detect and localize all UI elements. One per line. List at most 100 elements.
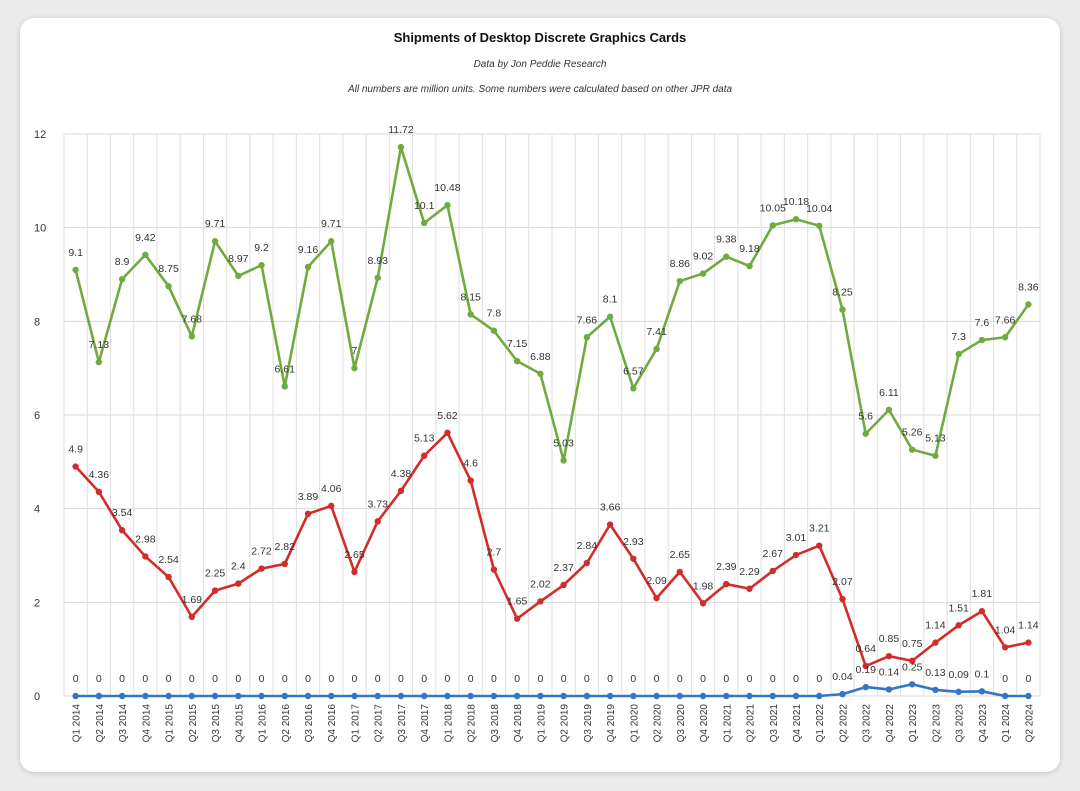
data-label: 0	[561, 673, 567, 685]
x-tick-label: Q2 2023	[931, 704, 942, 743]
data-label: 0	[816, 673, 822, 685]
x-tick-label: Q2 2022	[838, 704, 849, 743]
data-label: 0.64	[855, 643, 876, 655]
x-tick-label: Q4 2021	[792, 704, 803, 743]
data-point	[420, 692, 428, 700]
data-label: 2.82	[275, 541, 296, 553]
data-label: 2.4	[231, 561, 246, 573]
data-label: 8.75	[158, 263, 179, 275]
x-tick-label: Q3 2015	[211, 704, 222, 743]
data-point	[211, 692, 219, 700]
data-label: 0	[770, 673, 776, 685]
data-label: 8.86	[670, 258, 691, 270]
x-tick-label: Q2 2014	[95, 704, 106, 743]
x-tick-label: Q1 2024	[1001, 704, 1012, 743]
data-label: 8.15	[460, 291, 481, 303]
x-tick-label: Q4 2017	[420, 704, 431, 743]
data-label: 0	[305, 673, 311, 685]
x-tick-label: Q2 2015	[188, 704, 199, 743]
data-label: 9.18	[739, 243, 760, 255]
data-point	[165, 283, 172, 290]
data-label: 4.9	[68, 444, 83, 456]
data-point	[72, 266, 79, 274]
x-tick-label: Q2 2018	[467, 704, 478, 743]
data-label: 0	[793, 673, 799, 685]
x-tick-label: Q3 2016	[304, 704, 315, 743]
data-label: 0	[259, 673, 265, 685]
data-label: 7.8	[487, 308, 502, 320]
x-tick-label: Q3 2023	[955, 704, 966, 743]
x-tick-label: Q1 2016	[258, 704, 269, 743]
data-label: 0	[445, 673, 451, 685]
x-tick-label: Q1 2014	[72, 704, 83, 743]
data-point	[211, 587, 219, 594]
data-label: 1.14	[1018, 620, 1039, 632]
data-point	[653, 594, 660, 602]
data-point	[908, 681, 916, 688]
data-label: 0.14	[879, 666, 900, 678]
x-tick-label: Q3 2017	[397, 704, 408, 743]
data-point	[583, 559, 591, 567]
x-tick-label: Q3 2021	[769, 704, 780, 743]
data-label: 2.93	[623, 536, 644, 548]
data-point	[397, 692, 405, 700]
data-point	[955, 688, 962, 695]
data-point	[885, 686, 893, 693]
data-point	[862, 683, 869, 691]
data-point	[118, 275, 126, 283]
data-point	[816, 542, 823, 549]
data-label: 0	[723, 673, 729, 685]
data-label: 7.13	[89, 339, 110, 351]
x-tick-label: Q1 2023	[908, 704, 919, 743]
data-label: 3.01	[786, 532, 807, 544]
data-label: 0	[375, 673, 381, 685]
data-point	[72, 692, 79, 700]
data-label: 2.65	[344, 549, 365, 561]
x-tick-label: Q1 2019	[536, 704, 547, 743]
data-label: 1.14	[925, 620, 946, 632]
data-point	[932, 452, 939, 459]
data-point	[188, 333, 196, 340]
series-line	[74, 145, 1030, 462]
data-label: 0	[654, 673, 660, 685]
data-point	[746, 262, 753, 270]
data-label: 7	[352, 345, 358, 357]
data-label: 11.72	[388, 124, 414, 136]
data-point	[95, 358, 103, 366]
series-line	[74, 682, 1030, 698]
data-point	[816, 222, 823, 229]
data-point	[95, 488, 103, 496]
data-label: 5.03	[553, 437, 574, 449]
data-point	[397, 143, 405, 151]
x-tick-label: Q4 2023	[978, 704, 989, 743]
x-tick-label: Q2 2019	[560, 704, 571, 743]
data-point	[444, 429, 451, 436]
data-label: 0.04	[832, 671, 853, 683]
data-point	[630, 555, 637, 562]
data-label: 2.67	[763, 548, 784, 560]
data-point	[1001, 334, 1009, 341]
data-label: 4.6	[463, 458, 478, 470]
data-point	[513, 692, 521, 700]
data-point	[374, 692, 381, 700]
data-point	[746, 585, 753, 592]
data-label: 3.73	[367, 498, 388, 510]
line-chart: 0 2 4 6 8 10 12 Q1 2014 Q2 2014 Q3 2014 Q4 2014 Q1 …	[34, 124, 1041, 743]
x-tick-label: Q1 2015	[165, 704, 176, 743]
data-label: 0	[96, 673, 102, 685]
data-label: 10.18	[783, 196, 809, 208]
data-point	[699, 270, 707, 277]
data-label: 6.61	[275, 363, 296, 375]
data-point	[444, 692, 451, 700]
data-point	[792, 692, 800, 700]
x-tick-label: Q1 2021	[722, 704, 733, 743]
data-label: 8.25	[832, 287, 853, 299]
data-label: 2.25	[205, 568, 226, 580]
data-point	[351, 568, 358, 576]
data-point	[653, 692, 660, 700]
data-label: 9.02	[693, 251, 714, 263]
data-label: 5.6	[858, 411, 873, 423]
data-point	[769, 222, 776, 229]
x-tick-label: Q4 2022	[885, 704, 896, 743]
data-label: 2.54	[158, 554, 179, 566]
